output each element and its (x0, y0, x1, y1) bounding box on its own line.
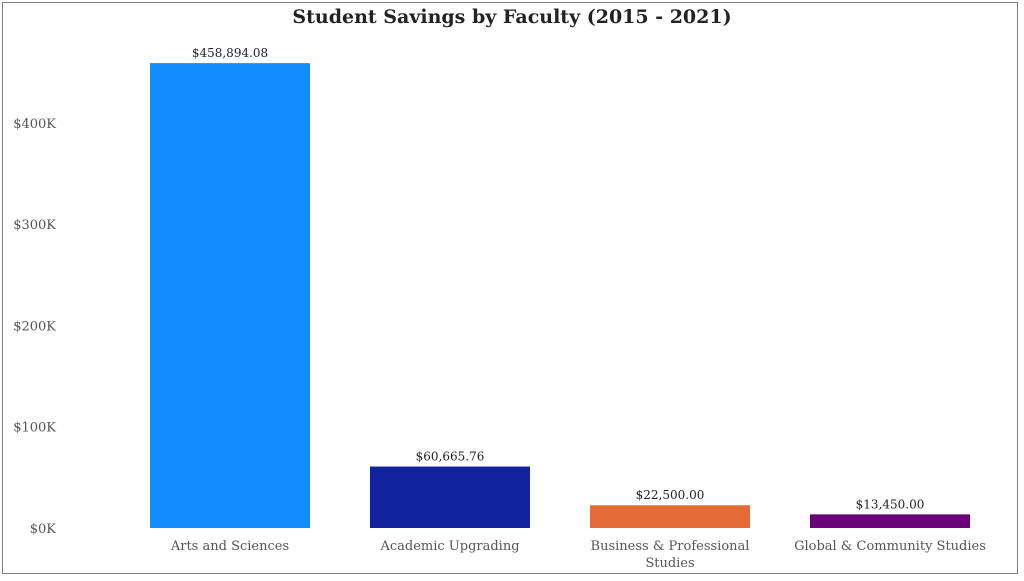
data-label: $458,894.08 (192, 46, 268, 60)
y-tick-label: $100K (13, 421, 56, 436)
bar[interactable] (370, 466, 530, 528)
y-tick-label: $200K (13, 319, 56, 334)
x-tick-label: Academic Upgrading (379, 539, 519, 554)
y-axis: $0K $100K $200K $300K $400K (13, 117, 56, 537)
x-axis: Arts and Sciences Academic Upgrading Busin… (170, 539, 986, 571)
x-tick-label: Arts and Sciences (170, 539, 289, 554)
data-label: $22,500.00 (636, 488, 705, 502)
data-label: $13,450.00 (856, 497, 925, 511)
data-label: $60,665.76 (416, 450, 485, 464)
x-tick-label: Business & Professional Studies (591, 539, 750, 571)
data-labels-group: $458,894.08 $60,665.76 $22,500.00 $13,450.0… (192, 46, 925, 511)
bar[interactable] (150, 63, 310, 528)
bar[interactable] (590, 505, 750, 528)
y-tick-label: $0K (30, 522, 57, 537)
bar[interactable] (810, 514, 970, 528)
y-tick-label: $300K (13, 218, 56, 233)
chart-title: Student Savings by Faculty (2015 - 2021) (292, 6, 732, 28)
bars-group (150, 63, 970, 528)
y-tick-label: $400K (13, 117, 56, 132)
x-tick-label: Global & Community Studies (794, 539, 986, 554)
